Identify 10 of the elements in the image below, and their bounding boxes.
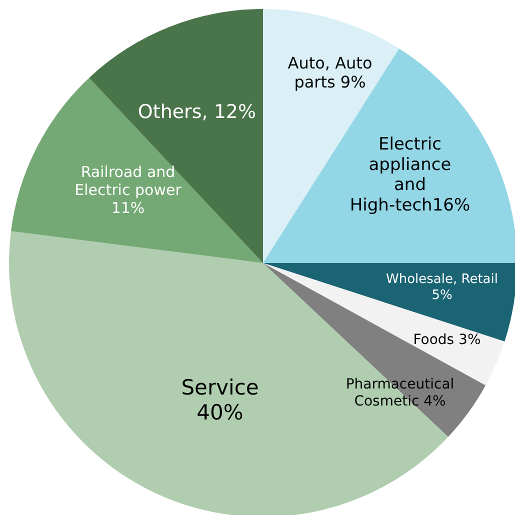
data-label: 40% [196, 400, 244, 425]
slice-label: Foods 3% [413, 332, 481, 348]
slice-label: Others, 12% [138, 101, 256, 123]
slice-label: Electric appliance and High-tech16% [350, 134, 470, 216]
slice-label: Railroad and Electric power [74, 163, 182, 199]
data-label: 5% [432, 287, 452, 302]
slice-label: Auto, Auto parts 9% [288, 52, 372, 92]
slice-label: Service [181, 375, 259, 400]
data-label: 11% [111, 199, 145, 217]
slice-label: Wholesale, Retail [386, 272, 498, 287]
